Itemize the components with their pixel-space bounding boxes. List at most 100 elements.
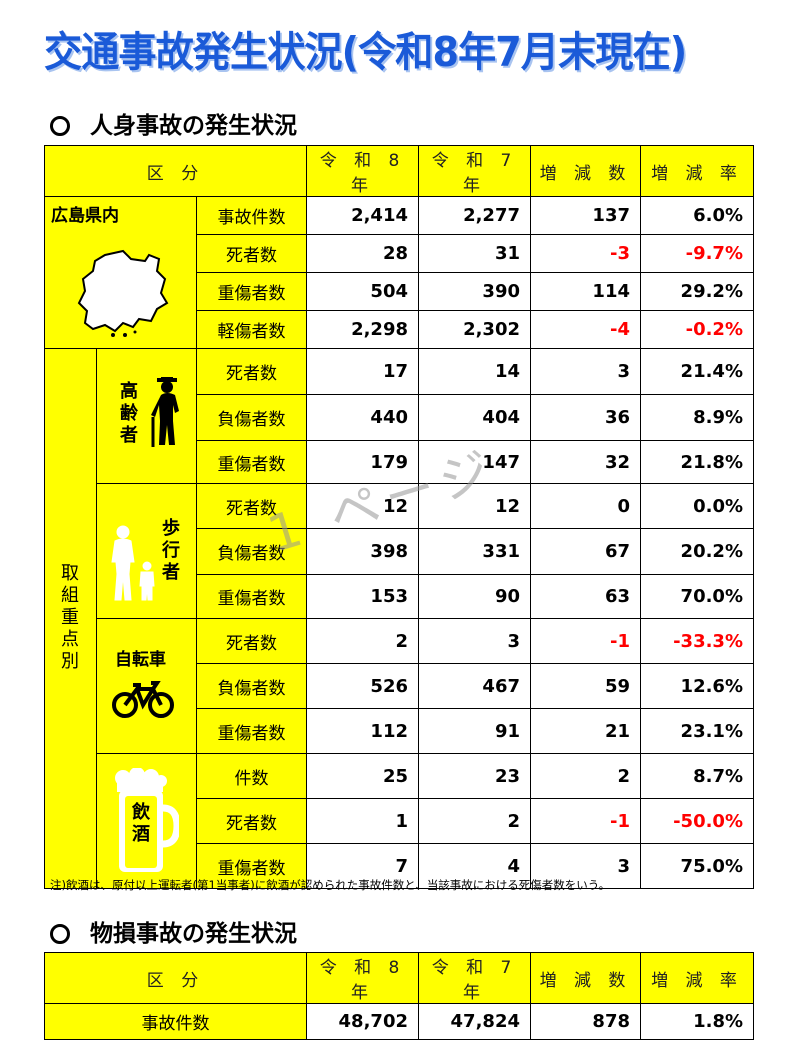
row-label: 死者数 (196, 234, 307, 273)
cell-rate: -0.2% (640, 310, 754, 349)
cell-r7: 47,824 (418, 1003, 531, 1040)
cell-diff: 3 (530, 843, 641, 889)
cell-rate: 20.2% (640, 528, 754, 575)
table-row: 軽傷者数 2,298 2,302 -4 -0.2% (45, 310, 754, 349)
cell-r8: 398 (306, 528, 419, 575)
header-row: 区 分 令 和 8 年 令 和 7 年 増 減 数 増 減 率 (44, 145, 754, 197)
cell-diff: 59 (530, 663, 641, 709)
circle-bullet-icon (50, 924, 70, 944)
header-diff: 増 減 数 (530, 952, 641, 1004)
cell-diff: 32 (530, 440, 641, 484)
bicycle-label: 自転車 (115, 650, 166, 670)
drunk-label: 飲酒 (132, 802, 150, 845)
cell-r8: 153 (306, 574, 419, 619)
section-property-title: 物損事故の発生状況 (90, 921, 297, 947)
cell-rate: 70.0% (640, 574, 754, 619)
cell-rate: 12.6% (640, 663, 754, 709)
cell-r8: 12 (306, 483, 419, 529)
cell-diff: 36 (530, 394, 641, 441)
row-label: 件数 (196, 753, 307, 799)
drunk-category: 飲酒 (96, 753, 197, 889)
header-r8: 令 和 8 年 (306, 145, 419, 197)
injury-table: 区 分 令 和 8 年 令 和 7 年 増 減 数 増 減 率 広島県内 事故件数… (44, 145, 754, 889)
header-r7: 令 和 7 年 (418, 952, 531, 1004)
header-r7: 令 和 7 年 (418, 145, 531, 197)
cell-rate: -9.7% (640, 234, 754, 273)
cell-rate: -50.0% (640, 798, 754, 844)
row-label: 死者数 (196, 618, 307, 664)
cell-r8: 526 (306, 663, 419, 709)
property-table: 区 分 令 和 8 年 令 和 7 年 増 減 数 増 減 率 事故件数 48,… (44, 952, 754, 1040)
cell-r7: 2 (418, 798, 531, 844)
table-row: 死者数 1 2 -1 -50.0% (45, 798, 754, 844)
cell-r7: 31 (418, 234, 531, 273)
section-property-heading: 物損事故の発生状況 (50, 914, 297, 948)
table-row: 死者数 28 31 -3 -9.7% (45, 234, 754, 273)
cell-diff: -4 (530, 310, 641, 349)
table-row: 取組重点別高齢者死者数 17 14 3 21.4% (44, 348, 754, 889)
row-label: 事故件数 (44, 1003, 307, 1040)
cell-r7: 91 (418, 708, 531, 754)
table-row: 重傷者数 112 91 21 23.1% (45, 708, 754, 754)
cell-rate: 1.8% (640, 1003, 754, 1040)
elderly-label: 高齢者 (120, 381, 138, 446)
cell-r8: 25 (306, 753, 419, 799)
row-label: 死者数 (196, 483, 307, 529)
section-injury-title: 人身事故の発生状況 (90, 113, 297, 139)
table-row: 広島県内 事故件数 2,414 2,277 137 6.0% (44, 196, 754, 349)
cell-diff: 3 (530, 348, 641, 395)
bicycle-icon (112, 681, 174, 718)
row-label: 重傷者数 (196, 272, 307, 311)
cell-r8: 504 (306, 272, 419, 311)
cell-r8: 2,414 (306, 196, 419, 235)
cell-r8: 2 (306, 618, 419, 664)
focus-category: 取組重点別 (44, 348, 97, 889)
pedestrian-category: 歩行者 (96, 483, 197, 619)
cell-r7: 90 (418, 574, 531, 619)
cell-r8: 440 (306, 394, 419, 441)
beer-mug-icon (115, 767, 181, 872)
row-label: 負傷者数 (196, 528, 307, 575)
table-row: 負傷者数 526 467 59 12.6% (45, 663, 754, 709)
pedestrian-icon (111, 525, 155, 601)
hiroshima-label: 広島県内 (51, 206, 119, 226)
cell-r8: 112 (306, 708, 419, 754)
cell-rate: -33.3% (640, 618, 754, 664)
row-label: 死者数 (196, 348, 307, 395)
cell-r7: 14 (418, 348, 531, 395)
cell-diff: 878 (530, 1003, 641, 1040)
cell-diff: 63 (530, 574, 641, 619)
cell-diff: -1 (530, 798, 641, 844)
cell-diff: 114 (530, 272, 641, 311)
cell-r8: 179 (306, 440, 419, 484)
table-row: 重傷者数 7 4 3 75.0% (45, 843, 754, 889)
cell-r8: 2,298 (306, 310, 419, 349)
cell-rate: 8.9% (640, 394, 754, 441)
cell-diff: -1 (530, 618, 641, 664)
row-label: 死者数 (196, 798, 307, 844)
pedestrian-label: 歩行者 (162, 518, 180, 583)
bicycle-category: 自転車 (96, 618, 197, 754)
cell-rate: 6.0% (640, 196, 754, 235)
hiroshima-map-icon (77, 249, 169, 337)
circle-bullet-icon (50, 116, 70, 136)
header-rate: 増 減 率 (640, 952, 754, 1004)
cell-r8: 7 (306, 843, 419, 889)
cell-r7: 331 (418, 528, 531, 575)
cell-r7: 404 (418, 394, 531, 441)
table-row: 歩行者死者数 12 12 0 0.0% (45, 483, 754, 619)
cell-rate: 8.7% (640, 753, 754, 799)
row-label: 重傷者数 (196, 440, 307, 484)
section-injury-heading: 人身事故の発生状況 (50, 106, 297, 140)
cell-rate: 75.0% (640, 843, 754, 889)
table-row: 負傷者数 398 331 67 20.2% (45, 528, 754, 575)
property-header-row: 区 分 令 和 8 年 令 和 7 年 増 減 数 増 減 率 (44, 952, 754, 1004)
cell-diff: -3 (530, 234, 641, 273)
hiroshima-category: 広島県内 (44, 196, 197, 349)
cell-rate: 23.1% (640, 708, 754, 754)
cell-r7: 2,277 (418, 196, 531, 235)
row-label: 負傷者数 (196, 663, 307, 709)
cell-r8: 28 (306, 234, 419, 273)
table-row: 重傷者数 153 90 63 70.0% (45, 574, 754, 619)
header-category: 区 分 (44, 952, 307, 1004)
